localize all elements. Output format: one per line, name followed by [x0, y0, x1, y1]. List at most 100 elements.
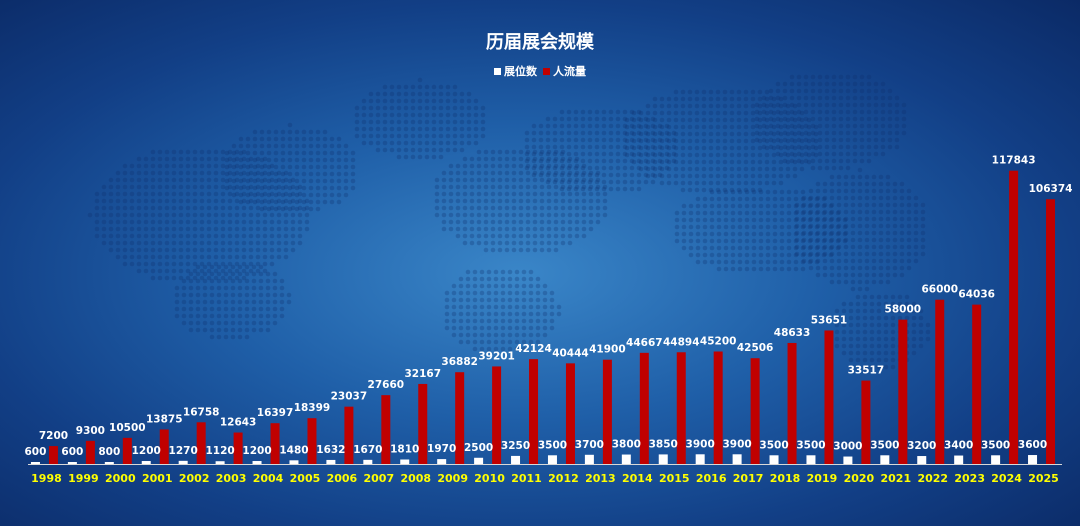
data-label-booths-2021: 3500 [870, 439, 899, 451]
bar-booths-2008 [400, 459, 410, 464]
data-label-visitors-2025: 106374 [1029, 183, 1073, 195]
bar-visitors-2000 [122, 437, 132, 464]
data-label-booths-2017: 3900 [722, 438, 751, 450]
data-label-visitors-2021: 58000 [885, 304, 922, 316]
bar-visitors-2023 [972, 304, 982, 464]
bar-visitors-2016 [713, 351, 723, 464]
data-label-visitors-2023: 64036 [958, 289, 995, 301]
bar-booths-2000 [104, 462, 114, 464]
data-label-booths-1998: 600 [25, 446, 47, 458]
bar-booths-2012 [547, 455, 557, 464]
data-label-visitors-2006: 23037 [331, 391, 368, 403]
data-label-booths-2000: 800 [98, 446, 120, 458]
data-label-booths-2015: 3850 [649, 438, 678, 450]
data-label-booths-2016: 3900 [686, 438, 715, 450]
x-tick-label-2025: 2025 [1028, 472, 1059, 485]
x-tick-label-2019: 2019 [807, 472, 838, 485]
bar-visitors-2012 [565, 363, 575, 464]
data-label-visitors-2015: 44894 [663, 336, 700, 348]
data-label-booths-2008: 1810 [390, 443, 419, 455]
bar-booths-2005 [289, 460, 299, 464]
data-label-booths-2011: 3250 [501, 440, 530, 452]
x-tick-label-2014: 2014 [622, 472, 653, 485]
bar-booths-2002 [178, 460, 188, 464]
bar-visitors-2019 [824, 330, 834, 464]
x-tick-label-2021: 2021 [881, 472, 912, 485]
bar-visitors-2021 [898, 319, 908, 464]
data-label-visitors-2024: 117843 [992, 155, 1036, 167]
data-label-visitors-2007: 27660 [368, 379, 405, 391]
data-label-booths-2025: 3600 [1018, 439, 1047, 451]
data-label-booths-2001: 1200 [132, 445, 161, 457]
data-label-booths-2007: 1670 [353, 444, 382, 456]
bar-visitors-1998 [48, 446, 58, 464]
data-label-booths-2002: 1270 [169, 445, 198, 457]
data-label-visitors-1998: 7200 [39, 430, 68, 442]
bar-visitors-2005 [307, 418, 317, 464]
data-label-visitors-2012: 40444 [552, 347, 589, 359]
bar-booths-2023 [954, 455, 964, 464]
data-label-visitors-2013: 41900 [589, 344, 626, 356]
data-label-booths-2006: 1632 [316, 444, 345, 456]
chart-title: 历届展会规模 [486, 32, 594, 53]
bar-visitors-2004 [270, 423, 280, 464]
bar-visitors-2006 [344, 406, 354, 464]
x-tick-label-2006: 2006 [327, 472, 358, 485]
data-label-visitors-2005: 18399 [294, 402, 331, 414]
legend-swatch-visitors [543, 67, 550, 75]
bar-booths-2025 [1028, 455, 1038, 464]
data-label-visitors-2003: 12643 [220, 417, 257, 429]
data-label-booths-2004: 1200 [242, 445, 271, 457]
bar-booths-2006 [326, 459, 336, 464]
data-label-visitors-2004: 16397 [257, 407, 294, 419]
x-tick-label-2001: 2001 [142, 472, 173, 485]
x-tick-label-2017: 2017 [733, 472, 764, 485]
bar-booths-2017 [732, 454, 742, 464]
data-label-visitors-2002: 16758 [183, 406, 220, 418]
bar-booths-2014 [621, 454, 631, 464]
bar-booths-2018 [769, 455, 779, 464]
bar-booths-2003 [215, 461, 225, 464]
bar-booths-1998 [30, 462, 40, 464]
x-tick-label-2002: 2002 [179, 472, 210, 485]
legend-label-visitors: 人流量 [553, 65, 586, 78]
data-label-visitors-2017: 42506 [737, 342, 774, 354]
data-label-booths-2020: 3000 [833, 441, 862, 453]
x-tick-label-2010: 2010 [474, 472, 505, 485]
x-tick-label-2012: 2012 [548, 472, 579, 485]
data-label-visitors-2010: 39201 [478, 350, 515, 362]
bar-booths-2004 [252, 461, 262, 464]
x-tick-label-2005: 2005 [290, 472, 321, 485]
bar-booths-1999 [67, 462, 77, 464]
data-label-booths-2023: 3400 [944, 440, 973, 452]
data-label-booths-2022: 3200 [907, 440, 936, 452]
x-tick-label-2016: 2016 [696, 472, 727, 485]
bar-visitors-2015 [676, 352, 686, 464]
bar-booths-2024 [991, 455, 1001, 464]
data-label-visitors-2022: 66000 [921, 284, 958, 296]
bar-booths-2022 [917, 456, 927, 464]
bar-visitors-2011 [529, 359, 539, 464]
x-tick-label-2023: 2023 [954, 472, 985, 485]
data-label-visitors-1999: 9300 [76, 425, 105, 437]
x-tick-label-2007: 2007 [364, 472, 395, 485]
bar-visitors-1999 [85, 440, 95, 464]
data-label-booths-2013: 3700 [575, 439, 604, 451]
legend-label-booths: 展位数 [504, 65, 537, 78]
x-tick-label-2024: 2024 [991, 472, 1022, 485]
bar-visitors-2001 [159, 429, 169, 464]
data-label-booths-2003: 1120 [205, 445, 234, 457]
bar-booths-2020 [843, 456, 853, 464]
data-label-booths-2012: 3500 [538, 439, 567, 451]
bar-visitors-2020 [861, 380, 871, 464]
bar-booths-2010 [474, 457, 484, 464]
bar-visitors-2003 [233, 432, 243, 464]
bar-visitors-2024 [1009, 170, 1019, 464]
bar-visitors-2007 [381, 395, 391, 464]
bar-visitors-2010 [492, 366, 502, 464]
data-label-booths-2014: 3800 [612, 439, 641, 451]
data-label-visitors-2008: 32167 [404, 368, 441, 380]
data-label-booths-2019: 3500 [796, 439, 825, 451]
bar-visitors-2013 [602, 359, 612, 464]
